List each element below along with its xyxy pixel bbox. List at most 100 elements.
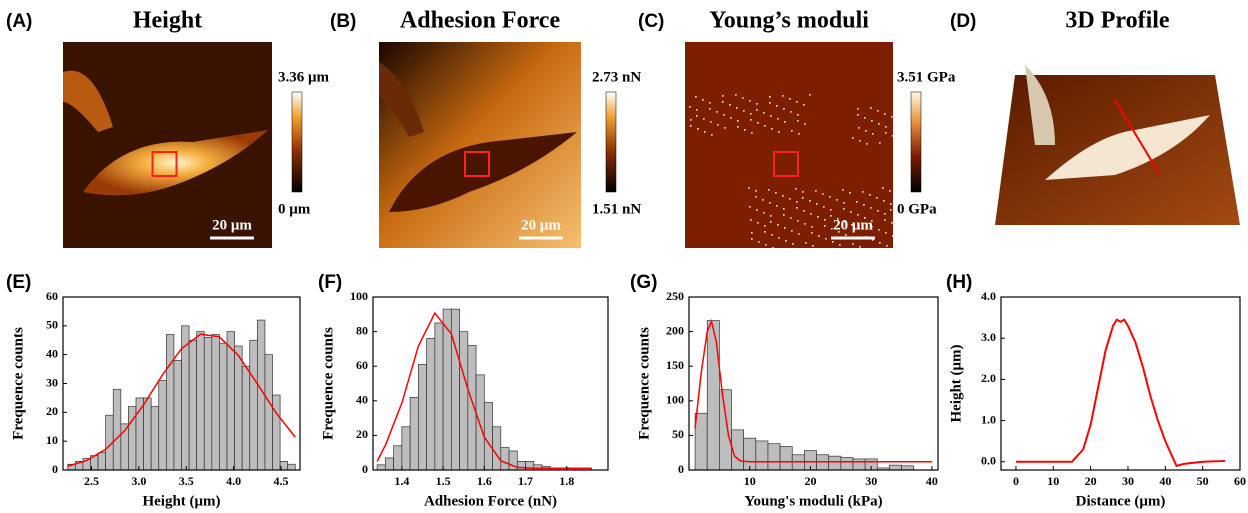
speckle	[764, 125, 766, 127]
bar	[196, 331, 205, 471]
bar	[287, 463, 296, 471]
bar	[219, 342, 228, 471]
speckle	[811, 232, 813, 234]
bar	[852, 458, 866, 471]
speckle	[690, 125, 692, 127]
speckle	[857, 108, 859, 110]
speckle	[878, 123, 880, 125]
panel-title: 3D Profile	[1065, 8, 1170, 34]
bar	[165, 334, 175, 471]
colorbar-min: 0 GPa	[897, 201, 937, 217]
y-axis-title: Height (μm)	[948, 344, 964, 422]
speckle	[770, 215, 772, 217]
y-tick-label: 20	[46, 404, 58, 418]
speckle	[769, 96, 771, 98]
y-tick-label: 3.0	[981, 330, 996, 344]
speckle	[877, 110, 879, 112]
speckle	[782, 95, 784, 97]
speckle	[836, 199, 838, 201]
speckle	[690, 119, 692, 121]
speckle	[870, 207, 872, 209]
x-tick-label: 1.5	[436, 474, 451, 488]
speckle	[857, 214, 859, 216]
bar	[755, 440, 769, 471]
speckle	[777, 118, 779, 120]
x-tick-label: 0	[1013, 474, 1019, 488]
speckle	[864, 117, 866, 119]
speckle	[862, 191, 864, 193]
speckle	[755, 196, 757, 198]
speckle	[884, 113, 886, 115]
x-tick-label: 2.5	[84, 474, 99, 488]
speckle	[784, 121, 786, 123]
speckle	[824, 225, 826, 227]
speckle	[825, 238, 827, 240]
speckle	[736, 107, 738, 109]
speckle	[804, 123, 806, 125]
speckle	[802, 191, 804, 193]
speckle	[750, 219, 752, 221]
speckle	[811, 226, 813, 228]
speckle	[843, 208, 845, 210]
bar	[241, 365, 251, 471]
speckle	[882, 187, 884, 189]
speckle	[823, 206, 825, 208]
speckle	[763, 112, 765, 114]
speckle	[717, 124, 719, 126]
speckle	[851, 224, 853, 226]
x-tick-label: 60	[1234, 474, 1246, 488]
bar	[533, 464, 543, 471]
speckle	[702, 99, 704, 101]
bar	[828, 455, 842, 471]
speckle	[830, 209, 832, 211]
speckle	[839, 244, 841, 246]
speckle	[804, 223, 806, 225]
x-tick-label: 4.5	[274, 474, 289, 488]
speckle	[792, 243, 794, 245]
speckle	[822, 193, 824, 195]
speckle	[857, 114, 859, 116]
speckle	[818, 235, 820, 237]
speckle	[890, 203, 892, 205]
bar	[500, 447, 510, 471]
speckle	[884, 213, 886, 215]
x-tick-label: 1.7	[518, 474, 533, 488]
speckle	[797, 114, 799, 116]
y-tick-label: 60	[46, 289, 58, 303]
speckle	[772, 247, 774, 249]
speckle	[845, 234, 847, 236]
bar	[158, 380, 167, 471]
speckle	[831, 228, 833, 230]
y-tick-label: 50	[46, 318, 58, 332]
y-tick-label: 50	[672, 427, 684, 441]
speckle	[879, 242, 881, 244]
speckle	[769, 202, 771, 204]
bar	[143, 397, 152, 471]
speckle	[704, 131, 706, 133]
speckle	[791, 130, 793, 132]
bar	[767, 443, 781, 471]
bar	[264, 354, 273, 471]
x-tick-label: 40	[1159, 474, 1171, 488]
speckle	[885, 132, 887, 134]
scale-bar-label: 20 μm	[833, 217, 873, 233]
y-tick-label: 250	[666, 289, 684, 303]
speckle	[742, 97, 744, 99]
speckle	[783, 108, 785, 110]
speckle	[858, 127, 860, 129]
speckle	[770, 221, 772, 223]
y-tick-label: 4.0	[981, 289, 996, 303]
x-tick-label: 50	[1197, 474, 1209, 488]
bar	[376, 464, 386, 471]
speckle	[710, 121, 712, 123]
y-tick-label: 100	[666, 393, 684, 407]
speckle	[729, 104, 731, 106]
bar	[203, 337, 213, 471]
speckle	[892, 135, 894, 137]
speckle	[771, 234, 773, 236]
speckle	[722, 101, 724, 103]
y-tick-label: 80	[356, 323, 368, 337]
x-tick-label: 20	[1085, 474, 1097, 488]
cell	[379, 62, 424, 137]
